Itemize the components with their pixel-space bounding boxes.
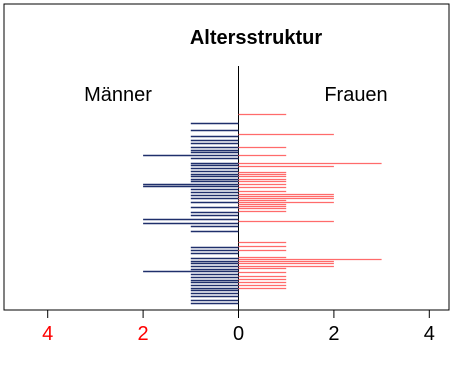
x-axis-ticks: 4 2 0 2 4 [42, 310, 435, 345]
x-tick-label: 4 [42, 323, 53, 345]
legend-label-men: Männer [84, 84, 152, 106]
x-tick-label: 2 [328, 323, 339, 345]
legend-label-women: Frauen [324, 84, 387, 106]
x-tick-label: 0 [233, 323, 244, 345]
bars-group [143, 113, 382, 305]
x-tick-label: 2 [138, 323, 149, 345]
chart-title: Altersstruktur [190, 27, 322, 49]
x-tick-label: 4 [424, 323, 435, 345]
